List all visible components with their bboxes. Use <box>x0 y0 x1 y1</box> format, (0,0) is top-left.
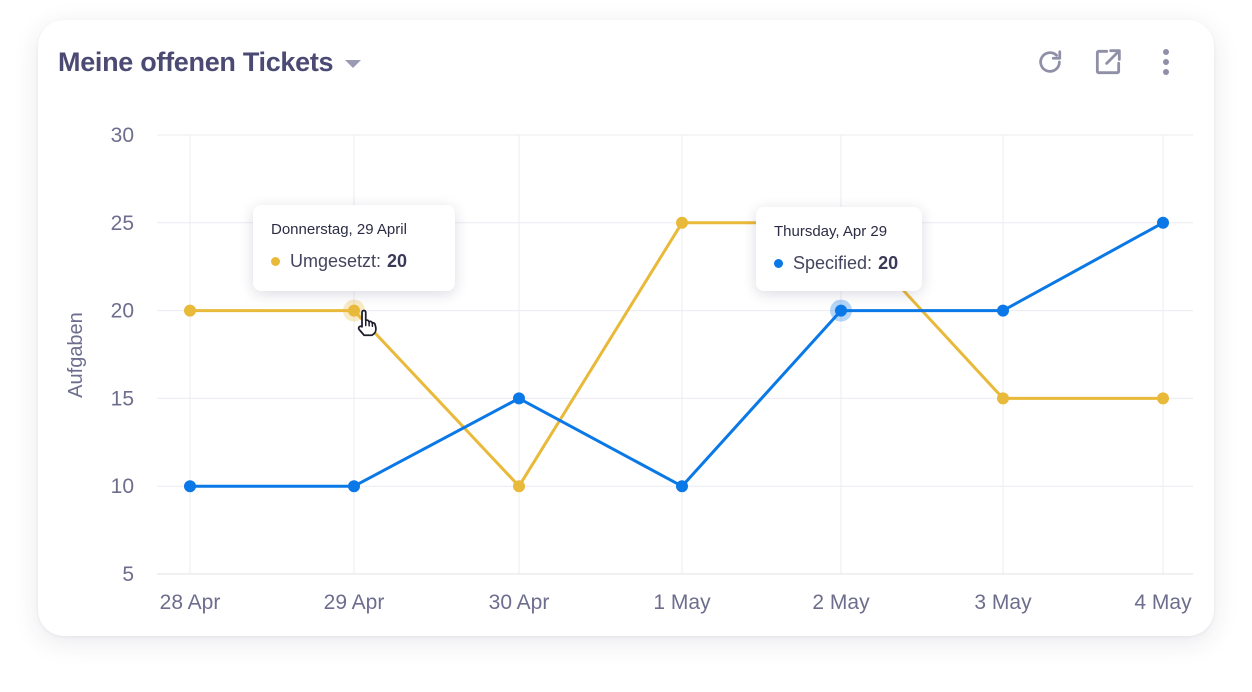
more-vertical-icon[interactable] <box>1150 46 1182 78</box>
data-point-umgesetzt <box>1157 392 1169 405</box>
tooltip-value: 20 <box>387 251 408 271</box>
tooltip-label: Specified: <box>793 253 873 273</box>
tooltip-date: Thursday, Apr 29 <box>774 223 888 240</box>
data-point-umgesetzt <box>184 304 196 317</box>
y-tick-label: 10 <box>111 475 134 498</box>
data-point-umgesetzt <box>997 392 1009 405</box>
data-point-specified <box>348 480 360 493</box>
x-tick-label: 28 Apr <box>160 591 221 614</box>
series-dot <box>774 259 783 268</box>
data-point-specified <box>676 480 688 493</box>
x-tick-label: 1 May <box>653 591 711 614</box>
y-tick-label: 15 <box>111 387 134 410</box>
chevron-down-icon[interactable] <box>345 60 362 68</box>
tooltip-label: Umgesetzt: <box>290 251 382 271</box>
open-external-icon[interactable] <box>1092 46 1124 78</box>
card-actions <box>1034 42 1182 82</box>
data-point-umgesetzt <box>676 216 688 229</box>
tooltip-date: Donnerstag, 29 April <box>271 221 407 238</box>
data-point-specified <box>997 304 1009 317</box>
card-title[interactable]: Meine offenen Tickets <box>58 46 334 77</box>
x-tick-label: 29 Apr <box>324 591 385 614</box>
data-point-specified <box>513 392 525 405</box>
x-tick-label: 3 May <box>974 591 1032 614</box>
tooltip-umgesetzt: Donnerstag, 29 April Umgesetzt: 20 <box>253 205 455 291</box>
series-dot <box>271 257 280 266</box>
y-tick-label: 25 <box>111 212 134 235</box>
card-header: Meine offenen Tickets <box>58 42 1194 82</box>
ticket-chart-card: Meine offenen Tickets <box>38 20 1214 636</box>
tooltip-value: 20 <box>878 253 899 273</box>
y-tick-label: 5 <box>122 563 134 586</box>
data-point-specified <box>1157 216 1169 229</box>
data-point-specified <box>835 304 847 317</box>
y-axis-title: Aufgaben <box>65 312 87 398</box>
data-point-specified <box>184 480 196 493</box>
y-tick-label: 20 <box>111 300 134 323</box>
data-point-umgesetzt <box>513 480 525 493</box>
x-tick-label: 4 May <box>1134 591 1192 614</box>
x-tick-label: 30 Apr <box>489 591 550 614</box>
refresh-icon[interactable] <box>1034 46 1066 78</box>
x-tick-label: 2 May <box>812 591 870 614</box>
data-point-umgesetzt <box>348 304 360 317</box>
hand-cursor-icon <box>357 309 377 337</box>
y-tick-label: 30 <box>111 124 134 147</box>
tooltip-specified: Thursday, Apr 29 Specified: 20 <box>756 207 922 291</box>
